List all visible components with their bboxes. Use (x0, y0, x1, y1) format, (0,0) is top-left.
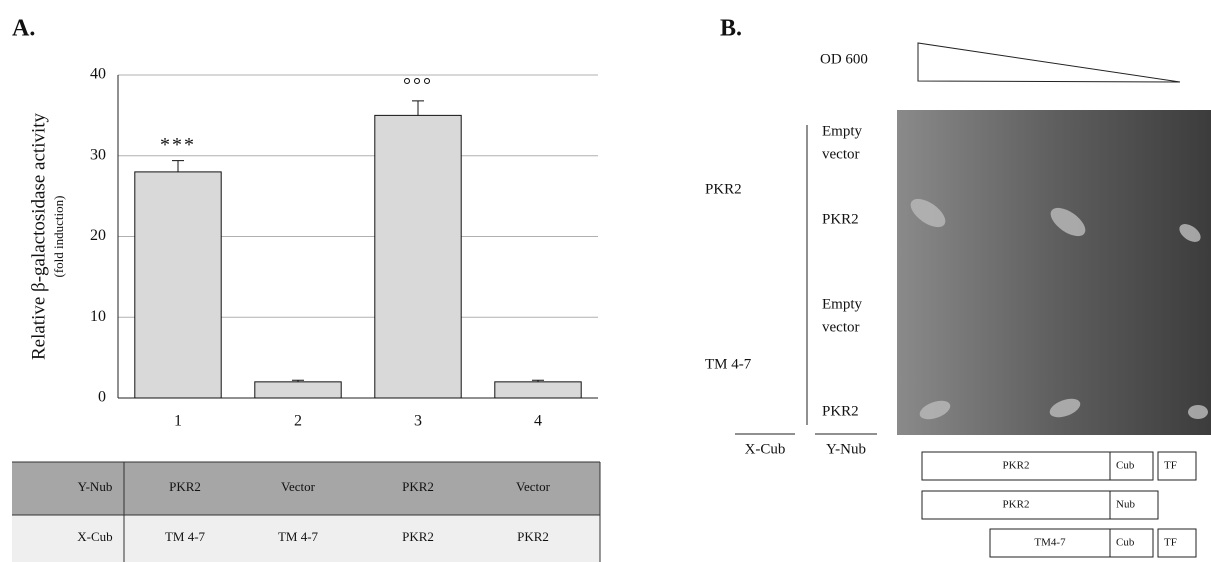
table-cell: TM 4-7 (278, 529, 319, 544)
error-bar (172, 160, 184, 172)
construct-box (989, 528, 1111, 558)
column-header: X-Cub (745, 441, 786, 457)
table-cell: Vector (516, 479, 551, 494)
table-cell: PKR2 (402, 479, 434, 494)
construct-box (921, 451, 1111, 481)
y-tick-label: 20 (90, 227, 106, 244)
x-tick-label: 1 (174, 413, 182, 430)
y-tick-label: 0 (98, 389, 106, 406)
table-cell: PKR2 (517, 529, 549, 544)
error-bar (292, 379, 304, 382)
panel-label: A. (12, 16, 35, 42)
construct-box (1109, 490, 1159, 520)
colonies (910, 198, 1208, 420)
construct-label: PKR2 (1003, 499, 1030, 511)
prey-label: Empty (822, 296, 862, 312)
y-axis-label: Relative β-galactosidase activity (28, 112, 49, 360)
annotation: °°° (403, 74, 433, 96)
prey-label: vector (822, 319, 859, 335)
annotation: *** (160, 134, 196, 156)
table-row-header: X-Cub (77, 529, 112, 544)
table-row-header: Y-Nub (78, 479, 113, 494)
panel-label: B. (720, 16, 742, 42)
construct-label: TM4-7 (1034, 537, 1066, 549)
construct-label: TF (1164, 537, 1177, 549)
prey-label: PKR2 (822, 403, 859, 419)
table-cell: PKR2 (169, 479, 201, 494)
bar (374, 114, 462, 399)
y-tick-label: 40 (90, 66, 106, 83)
plate-image (897, 110, 1211, 435)
x-tick-label: 2 (294, 413, 302, 430)
bar (494, 381, 582, 399)
construct-label: Nub (1116, 499, 1135, 511)
column-header: Y-Nub (826, 441, 866, 457)
construct-label: TF (1164, 460, 1177, 472)
prey-label: vector (822, 146, 859, 162)
construct-label: Cub (1116, 537, 1135, 549)
bait-label: TM 4-7 (705, 356, 752, 372)
x-tick-label: 4 (534, 413, 542, 430)
y-tick-label: 10 (90, 308, 106, 325)
y-axis-sublabel: (fold induction) (51, 196, 66, 278)
prey-label: PKR2 (822, 211, 859, 227)
y-tick-label: 30 (90, 146, 106, 163)
construct-label: Cub (1116, 460, 1135, 472)
table-cell: TM 4-7 (165, 529, 206, 544)
bait-label: PKR2 (705, 181, 742, 197)
construct-box (1157, 451, 1197, 481)
table-cell: Vector (281, 479, 316, 494)
prey-label: Empty (822, 123, 862, 139)
construct-box (921, 490, 1111, 520)
error-bar (412, 100, 424, 116)
construct-box (1157, 528, 1197, 558)
bar (134, 171, 222, 399)
bar (254, 381, 342, 399)
od-label: OD 600 (820, 51, 868, 67)
table-cell: PKR2 (402, 529, 434, 544)
gradient-triangle (917, 42, 1181, 83)
construct-box (1109, 451, 1154, 481)
x-tick-label: 3 (414, 413, 422, 430)
error-bar (532, 379, 544, 382)
table-header-row (12, 462, 600, 515)
construct-box (1109, 528, 1154, 558)
construct-label: PKR2 (1003, 460, 1030, 472)
table-row (12, 515, 600, 562)
